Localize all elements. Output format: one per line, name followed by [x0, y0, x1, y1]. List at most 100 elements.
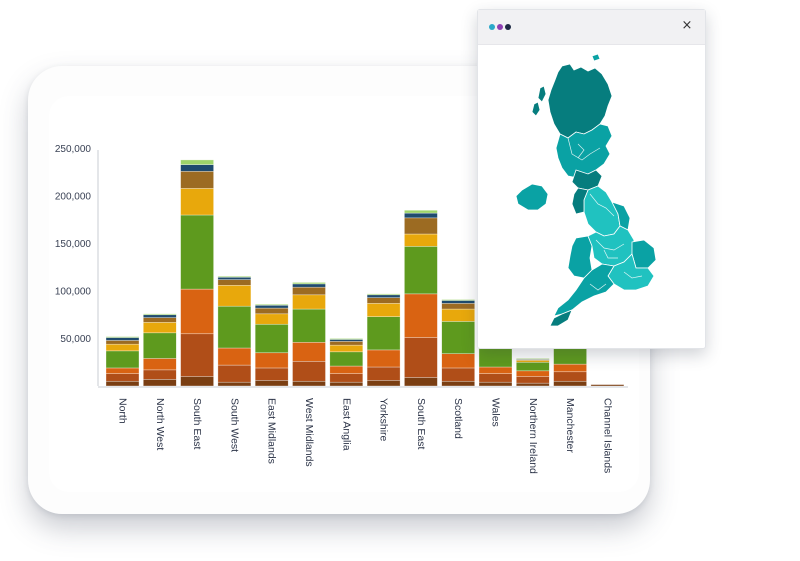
bar-segment[interactable] — [217, 284, 252, 307]
bar-segment[interactable] — [292, 380, 326, 387]
bar-segment[interactable] — [329, 365, 364, 374]
bar-segment[interactable] — [478, 345, 513, 368]
bar-segment[interactable] — [143, 313, 177, 316]
bar-segment[interactable] — [292, 308, 326, 343]
bar-segment[interactable] — [441, 300, 476, 304]
bar-segment[interactable] — [366, 297, 401, 304]
bar-segment[interactable] — [105, 337, 140, 341]
bar-segment[interactable] — [292, 286, 326, 296]
bar-segment[interactable] — [292, 282, 326, 285]
bar-segment[interactable] — [292, 360, 326, 382]
bar-segment[interactable] — [217, 279, 252, 286]
bar-segment[interactable] — [329, 338, 364, 340]
bar-segment[interactable] — [404, 209, 438, 214]
bar-segment[interactable] — [143, 322, 177, 334]
bar-segment[interactable] — [217, 364, 252, 383]
bar-segment[interactable] — [553, 380, 587, 387]
map-region-hebrides-south[interactable] — [531, 101, 541, 117]
bar-segment[interactable] — [366, 293, 401, 296]
bar-segment[interactable] — [441, 380, 476, 387]
bar-segment[interactable] — [515, 370, 550, 377]
bar-segment[interactable] — [515, 382, 550, 387]
bar-segment[interactable] — [553, 363, 587, 373]
map-region-cornwall[interactable] — [549, 309, 573, 327]
bar-segment[interactable] — [404, 293, 438, 338]
map-region-east-anglia[interactable] — [631, 239, 657, 269]
bar-segment[interactable] — [515, 376, 550, 384]
bar-segment[interactable] — [105, 367, 140, 374]
bar-segment[interactable] — [254, 352, 289, 369]
bar-segment[interactable] — [217, 381, 252, 387]
bar-segment[interactable] — [441, 321, 476, 354]
uk-map[interactable] — [478, 44, 705, 348]
bar-segment[interactable] — [441, 299, 476, 301]
map-region-northern-ireland[interactable] — [515, 183, 549, 211]
bar-segment[interactable] — [404, 246, 438, 295]
map-region-cumbria[interactable] — [571, 187, 589, 215]
bar-segment[interactable] — [329, 351, 364, 367]
map-region-scotland-south[interactable] — [555, 123, 613, 179]
bar-segment[interactable] — [143, 314, 177, 318]
map-region-wales[interactable] — [567, 235, 593, 279]
bar-segment[interactable] — [404, 377, 438, 387]
bar-segment[interactable] — [180, 214, 214, 290]
bar-segment[interactable] — [143, 317, 177, 323]
bar-segment[interactable] — [105, 343, 140, 352]
bar-segment[interactable] — [404, 212, 438, 219]
close-icon[interactable]: × — [681, 18, 693, 33]
bar-segment[interactable] — [329, 341, 364, 346]
bar-segment[interactable] — [292, 341, 326, 362]
bar-segment[interactable] — [515, 361, 550, 372]
bar-segment[interactable] — [478, 366, 513, 374]
bar-segment[interactable] — [254, 304, 289, 309]
bar-segment[interactable] — [441, 367, 476, 382]
bar-segment[interactable] — [404, 217, 438, 235]
bar-segment[interactable] — [478, 373, 513, 383]
bar-segment[interactable] — [105, 373, 140, 382]
bar-segment[interactable] — [217, 305, 252, 349]
uk-map-window[interactable]: × — [477, 9, 706, 349]
bar-segment[interactable] — [366, 379, 401, 387]
bar-segment[interactable] — [329, 344, 364, 353]
bar-segment[interactable] — [217, 276, 252, 280]
map-region-south-west[interactable] — [553, 263, 615, 317]
map-region-north-england[interactable] — [583, 185, 621, 237]
bar-segment[interactable] — [254, 307, 289, 315]
bar-segment[interactable] — [180, 288, 214, 335]
bar-segment[interactable] — [180, 159, 214, 165]
bar-segment[interactable] — [366, 316, 401, 351]
bar-segment[interactable] — [180, 164, 214, 172]
bar-segment[interactable] — [441, 303, 476, 310]
bar-segment[interactable] — [441, 308, 476, 322]
bar-segment[interactable] — [366, 349, 401, 368]
bar-segment[interactable] — [254, 313, 289, 325]
bar-segment[interactable] — [292, 283, 326, 288]
bar-segment[interactable] — [217, 275, 252, 278]
bar-segment[interactable] — [366, 303, 401, 317]
bar-segment[interactable] — [105, 340, 140, 345]
bar-segment[interactable] — [441, 353, 476, 369]
bar-segment[interactable] — [254, 303, 289, 306]
bar-segment[interactable] — [553, 371, 587, 382]
map-region-orkney[interactable] — [591, 53, 601, 62]
bar-segment[interactable] — [366, 294, 401, 298]
bar-segment[interactable] — [143, 332, 177, 359]
bar-segment[interactable] — [180, 171, 214, 189]
bar-segment[interactable] — [366, 366, 401, 381]
bar-segment[interactable] — [329, 373, 364, 383]
bar-segment[interactable] — [515, 358, 550, 360]
map-region-hebrides[interactable] — [537, 85, 547, 103]
bar-segment[interactable] — [590, 384, 625, 387]
bar-segment[interactable] — [143, 369, 177, 380]
bar-segment[interactable] — [105, 380, 140, 387]
bar-segment[interactable] — [217, 347, 252, 366]
bar-segment[interactable] — [254, 323, 289, 354]
bar-segment[interactable] — [329, 381, 364, 387]
bar-segment[interactable] — [180, 376, 214, 387]
bar-segment[interactable] — [105, 336, 140, 338]
bar-segment[interactable] — [292, 294, 326, 310]
bar-segment[interactable] — [180, 333, 214, 377]
bar-segment[interactable] — [404, 233, 438, 247]
bar-segment[interactable] — [254, 367, 289, 381]
bar-segment[interactable] — [254, 379, 289, 387]
